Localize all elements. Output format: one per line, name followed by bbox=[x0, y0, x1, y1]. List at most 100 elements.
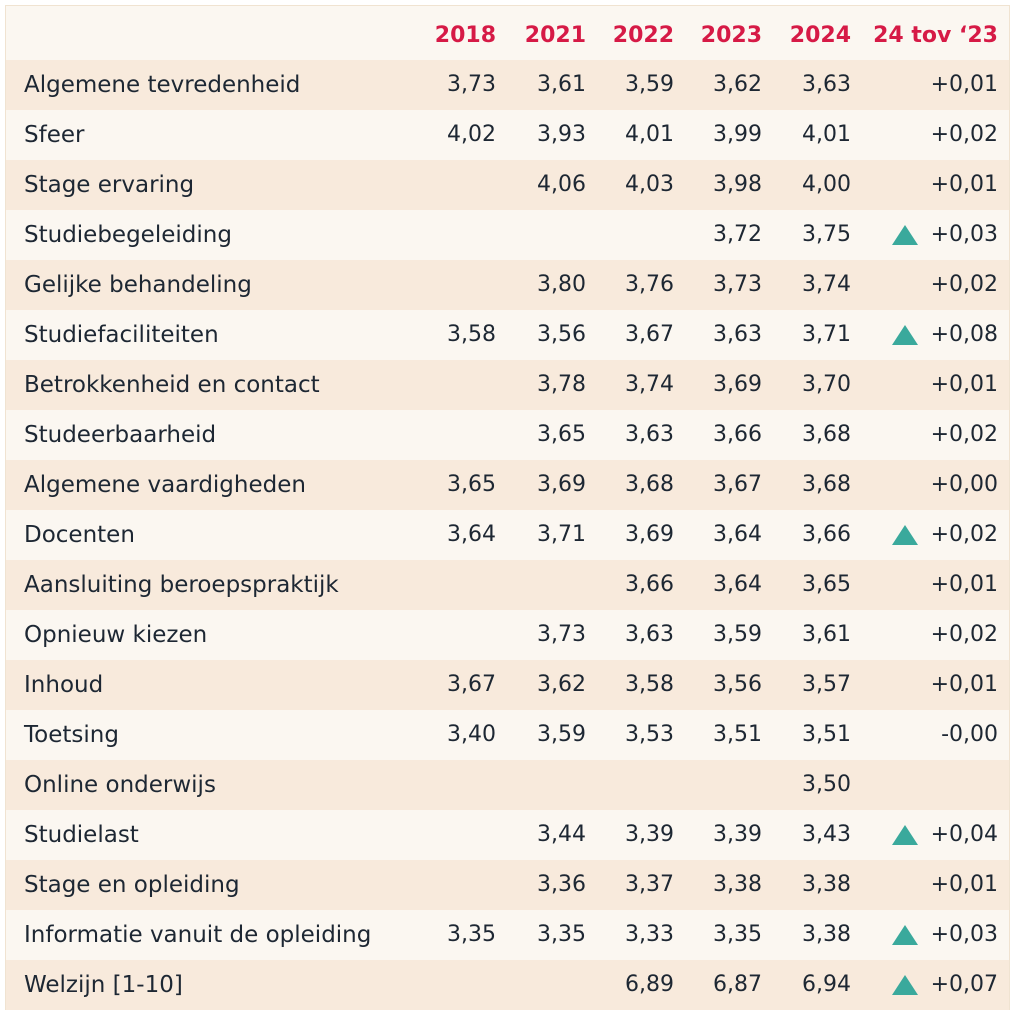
row-label: Sfeer bbox=[24, 122, 85, 148]
change-cell: +0,02 bbox=[930, 422, 998, 447]
value-cell-2024: 3,57 bbox=[802, 672, 851, 697]
up-triangle-icon bbox=[892, 325, 918, 345]
value-cell-2021 bbox=[506, 760, 586, 810]
table-row-sfeer: Sfeer 4,02 3,93 4,01 3,99 4,01 +0,02 bbox=[6, 110, 1009, 160]
value-cell-2018: 3,65 bbox=[447, 472, 496, 497]
value-cell-2018 bbox=[416, 610, 496, 660]
change-cell: +0,01 bbox=[930, 672, 998, 697]
value-cell-2023: 3,98 bbox=[713, 172, 762, 197]
value-cell-2022: 3,58 bbox=[625, 672, 674, 697]
table-row-inhoud: Inhoud 3,67 3,62 3,58 3,56 3,57 +0,01 bbox=[6, 660, 1009, 710]
value-cell-2023: 3,67 bbox=[713, 472, 762, 497]
value-cell-2023: 3,72 bbox=[713, 222, 762, 247]
value-cell-2022: 4,01 bbox=[625, 122, 674, 147]
table-row-online-onderwijs: Online onderwijs 3,50 bbox=[6, 760, 1009, 810]
change-cell: -0,00 bbox=[941, 722, 998, 747]
value-cell-2021: 3,61 bbox=[537, 72, 586, 97]
row-label: Algemene tevredenheid bbox=[24, 72, 301, 98]
table-row-algemene-tevredenheid: Algemene tevredenheid 3,73 3,61 3,59 3,62 3,6… bbox=[6, 60, 1009, 110]
row-label: Informatie vanuit de opleiding bbox=[24, 922, 372, 948]
change-cell: +0,04 bbox=[930, 822, 998, 847]
table-row-algemene-vaardigheden: Algemene vaardigheden 3,65 3,69 3,68 3,67 3,6… bbox=[6, 460, 1009, 510]
value-cell-2021: 3,73 bbox=[537, 622, 586, 647]
value-cell-2022: 3,66 bbox=[625, 572, 674, 597]
value-cell-2022: 3,53 bbox=[625, 722, 674, 747]
column-header-change: 24 tov ‘23 bbox=[873, 23, 998, 48]
up-triangle-icon bbox=[892, 525, 918, 545]
value-cell-2023: 3,64 bbox=[713, 522, 762, 547]
value-cell-2024: 3,70 bbox=[802, 372, 851, 397]
table-header: 2018 2021 2022 2023 2024 24 tov ‘23 bbox=[6, 11, 1009, 61]
value-cell-2018: 3,73 bbox=[447, 72, 496, 97]
value-cell-2022: 3,63 bbox=[625, 422, 674, 447]
value-cell-2022: 6,89 bbox=[625, 972, 674, 997]
row-label: Opnieuw kiezen bbox=[24, 622, 208, 648]
value-cell-2023: 3,64 bbox=[713, 572, 762, 597]
results-table: 2018 2021 2022 2023 2024 24 tov ‘23 Alge… bbox=[5, 5, 1010, 1010]
change-cell: +0,07 bbox=[930, 972, 998, 997]
value-cell-2024: 3,68 bbox=[802, 472, 851, 497]
table-row-stage-ervaring: Stage ervaring 4,06 4,03 3,98 4,00 +0,01 bbox=[6, 160, 1009, 210]
value-cell-2023: 3,56 bbox=[713, 672, 762, 697]
value-cell-2022: 3,74 bbox=[625, 372, 674, 397]
column-header-2018: 2018 bbox=[434, 23, 496, 48]
change-cell: +0,02 bbox=[930, 122, 998, 147]
value-cell-2021: 3,56 bbox=[537, 322, 586, 347]
value-cell-2021 bbox=[506, 960, 586, 1010]
value-cell-2022: 4,03 bbox=[625, 172, 674, 197]
value-cell-2018 bbox=[416, 760, 496, 810]
value-cell-2022: 3,63 bbox=[625, 622, 674, 647]
value-cell-2023: 3,59 bbox=[713, 622, 762, 647]
row-label: Betrokkenheid en contact bbox=[24, 372, 320, 398]
value-cell-2024: 3,63 bbox=[802, 72, 851, 97]
value-cell-2023: 3,69 bbox=[713, 372, 762, 397]
change-cell: +0,03 bbox=[930, 922, 998, 947]
row-label: Studiefaciliteiten bbox=[24, 322, 219, 348]
column-header-2022: 2022 bbox=[612, 23, 674, 48]
up-triangle-icon bbox=[892, 975, 918, 995]
change-cell bbox=[918, 760, 998, 810]
change-cell: +0,01 bbox=[930, 172, 998, 197]
value-cell-2024: 3,43 bbox=[802, 822, 851, 847]
table-row-docenten: Docenten 3,64 3,71 3,69 3,64 3,66 +0,02 bbox=[6, 510, 1009, 560]
value-cell-2018 bbox=[416, 210, 496, 260]
value-cell-2021 bbox=[506, 210, 586, 260]
value-cell-2022: 3,37 bbox=[625, 872, 674, 897]
value-cell-2021: 3,71 bbox=[537, 522, 586, 547]
value-cell-2018: 3,67 bbox=[447, 672, 496, 697]
value-cell-2021: 3,44 bbox=[537, 822, 586, 847]
table-row-betrokkenheid-en-contact: Betrokkenheid en contact 3,78 3,74 3,69 3,70… bbox=[6, 360, 1009, 410]
value-cell-2024: 3,38 bbox=[802, 872, 851, 897]
row-label: Aansluiting beroepspraktijk bbox=[24, 572, 339, 598]
table-row-studeerbaarheid: Studeerbaarheid 3,65 3,63 3,66 3,68 +0,02 bbox=[6, 410, 1009, 460]
table-row-opnieuw-kiezen: Opnieuw kiezen 3,73 3,63 3,59 3,61 +0,02 bbox=[6, 610, 1009, 660]
value-cell-2024: 3,38 bbox=[802, 922, 851, 947]
value-cell-2024: 4,00 bbox=[802, 172, 851, 197]
change-cell: +0,02 bbox=[930, 622, 998, 647]
value-cell-2024: 4,01 bbox=[802, 122, 851, 147]
value-cell-2023: 3,62 bbox=[713, 72, 762, 97]
value-cell-2021: 3,65 bbox=[537, 422, 586, 447]
value-cell-2023: 3,66 bbox=[713, 422, 762, 447]
change-cell: +0,03 bbox=[930, 222, 998, 247]
value-cell-2023: 3,63 bbox=[713, 322, 762, 347]
value-cell-2023 bbox=[682, 760, 762, 810]
change-cell: +0,00 bbox=[930, 472, 998, 497]
row-label: Inhoud bbox=[24, 672, 104, 698]
value-cell-2018: 3,35 bbox=[447, 922, 496, 947]
up-triangle-icon bbox=[892, 925, 918, 945]
row-label: Docenten bbox=[24, 522, 135, 548]
value-cell-2023: 3,38 bbox=[713, 872, 762, 897]
value-cell-2024: 3,74 bbox=[802, 272, 851, 297]
value-cell-2022: 3,69 bbox=[625, 522, 674, 547]
value-cell-2021: 3,62 bbox=[537, 672, 586, 697]
change-cell: +0,01 bbox=[930, 572, 998, 597]
row-label: Welzijn [1-10] bbox=[24, 972, 183, 998]
value-cell-2022: 3,68 bbox=[625, 472, 674, 497]
value-cell-2024: 3,61 bbox=[802, 622, 851, 647]
column-header-2024: 2024 bbox=[789, 23, 851, 48]
value-cell-2018 bbox=[416, 810, 496, 860]
value-cell-2018: 3,64 bbox=[447, 522, 496, 547]
up-triangle-icon bbox=[892, 825, 918, 845]
value-cell-2018: 3,58 bbox=[447, 322, 496, 347]
